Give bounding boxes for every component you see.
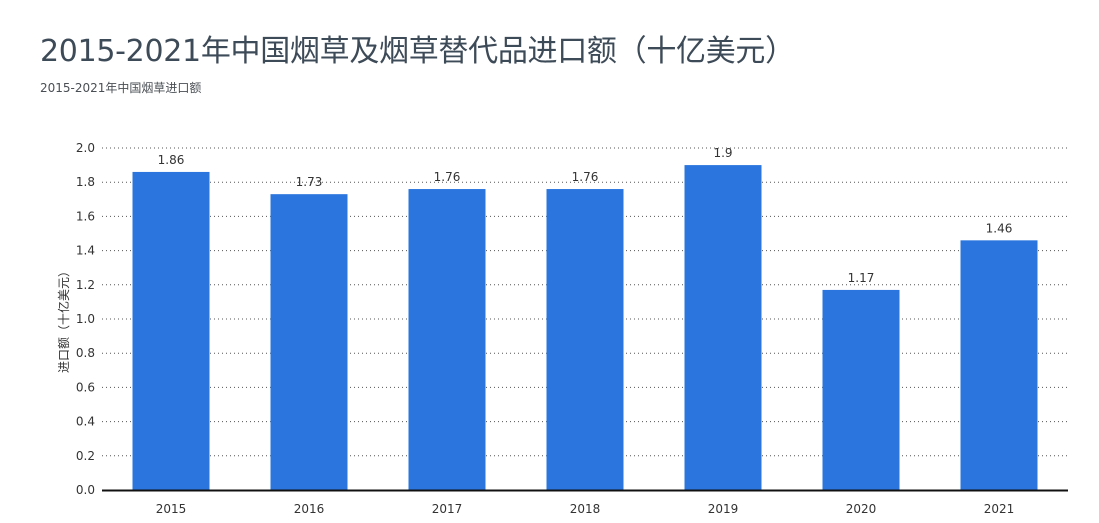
gridlines [102, 147, 1068, 457]
y-tick-label: 1.0 [76, 312, 95, 326]
data-labels: 1.86 1.73 1.76 1.76 1.9 1.17 1.46 [158, 146, 1013, 285]
data-label: 1.76 [434, 170, 461, 184]
bar-2020[interactable] [822, 289, 900, 490]
x-tick-label: 2018 [570, 502, 601, 516]
y-tick-label: 0.2 [76, 449, 95, 463]
y-tick-label: 1.8 [76, 175, 95, 189]
bar-2016[interactable] [270, 194, 348, 491]
bar-2021[interactable] [960, 240, 1038, 490]
data-label: 1.76 [572, 170, 599, 184]
bars [132, 165, 1038, 491]
data-label: 1.17 [848, 271, 875, 285]
chart-subtitle: 2015-2021年中国烟草进口额 [40, 81, 202, 95]
x-tick-label: 2015 [156, 502, 187, 516]
data-label: 1.86 [158, 153, 185, 167]
y-tick-label: 1.6 [76, 209, 95, 223]
x-tick-label: 2017 [432, 502, 463, 516]
bar-2018[interactable] [546, 189, 624, 491]
y-tick-label: 1.4 [76, 244, 95, 258]
y-tick-label: 0.8 [76, 346, 95, 360]
y-tick-label: 2.0 [76, 141, 95, 155]
y-tick-label: 0.6 [76, 380, 95, 394]
chart-title: 2015-2021年中国烟草及烟草替代品进口额（十亿美元） [40, 34, 795, 69]
x-tick-label: 2019 [708, 502, 739, 516]
y-tick-label: 1.2 [76, 278, 95, 292]
y-tick-label: 0.4 [76, 415, 95, 429]
x-axis-ticks: 2015 2016 2017 2018 2019 2020 2021 [156, 502, 1015, 516]
data-label: 1.46 [986, 221, 1013, 235]
data-label: 1.73 [296, 175, 323, 189]
x-tick-label: 2016 [294, 502, 325, 516]
bar-2017[interactable] [408, 189, 486, 491]
bar-2015[interactable] [132, 171, 210, 490]
x-tick-label: 2021 [984, 502, 1015, 516]
y-axis-ticks: 0.0 0.2 0.4 0.6 0.8 1.0 1.2 1.4 1.6 1.8 2.0 [76, 141, 95, 497]
data-label: 1.9 [713, 146, 732, 160]
y-tick-label: 0.0 [76, 483, 95, 497]
y-axis-title: 进口额（十亿美元） [56, 265, 71, 373]
bar-2019[interactable] [684, 165, 762, 490]
x-tick-label: 2020 [846, 502, 877, 516]
